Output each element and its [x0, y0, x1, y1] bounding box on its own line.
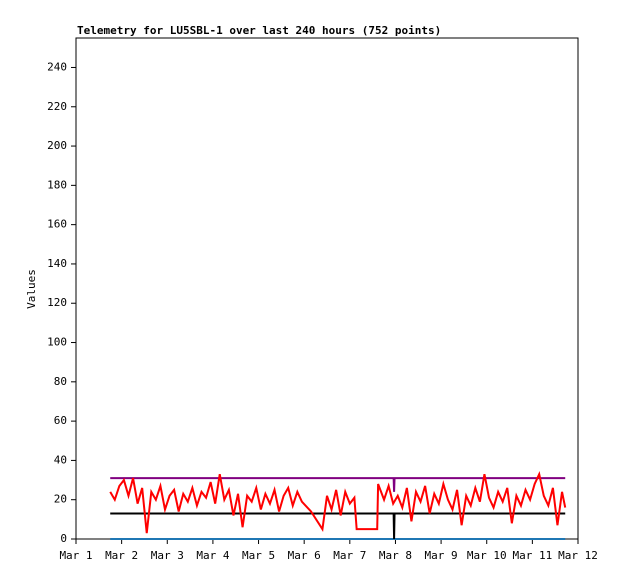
- y-tick-label: 120: [47, 296, 67, 309]
- x-tick-label: Mar 6: [288, 549, 321, 562]
- series-line: [110, 477, 566, 492]
- x-tick-label: Mar 5: [242, 549, 275, 562]
- series-line: [109, 471, 567, 534]
- y-tick-label: 160: [47, 218, 67, 231]
- x-tick-label: Mar 11: [512, 549, 552, 562]
- y-tick-label: 40: [54, 453, 67, 466]
- plot-frame: [75, 37, 579, 540]
- x-tick-label: Mar 10: [467, 549, 507, 562]
- y-tick-label: 140: [47, 257, 67, 270]
- y-tick-label: 20: [54, 493, 67, 506]
- y-tick-label: 100: [47, 336, 67, 349]
- y-tick-label: 240: [47, 60, 67, 73]
- x-tick-label: Mar 4: [196, 549, 229, 562]
- x-tick-label: Mar 8: [379, 549, 412, 562]
- chart-title: Telemetry for LU5SBL-1 over last 240 hou…: [77, 24, 441, 37]
- x-tick-label: Mar 7: [333, 549, 366, 562]
- y-tick-label: 0: [60, 532, 67, 545]
- y-tick-label: 80: [54, 375, 67, 388]
- x-tick-label: Mar 3: [151, 549, 184, 562]
- x-tick-label: Mar 2: [105, 549, 138, 562]
- x-tick-label: Mar 12: [558, 549, 598, 562]
- x-tick-label: Mar 9: [425, 549, 458, 562]
- y-axis-label: Values: [25, 269, 38, 309]
- series-line: [110, 512, 566, 540]
- y-tick-label: 200: [47, 139, 67, 152]
- y-tick-label: 220: [47, 100, 67, 113]
- y-tick-label: 180: [47, 178, 67, 191]
- x-tick-label: Mar 1: [59, 549, 92, 562]
- y-tick-label: 60: [54, 414, 67, 427]
